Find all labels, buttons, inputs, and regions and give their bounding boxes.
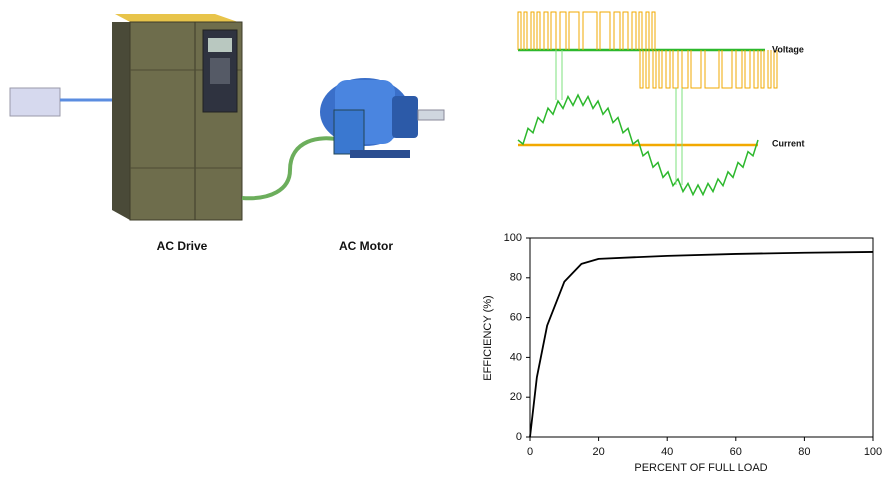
y-tick-label: 20 [510,391,522,403]
current-label: Current [772,138,805,148]
drive-label: AC Drive [157,239,208,253]
x-axis-label: PERCENT OF FULL LOAD [634,462,767,474]
x-tick-label: 40 [661,446,673,458]
power-cable [241,136,341,201]
x-tick-label: 80 [798,446,810,458]
voltage-pulses [517,11,656,50]
y-tick-label: 40 [510,351,522,363]
voltage-label: Voltage [772,44,804,54]
y-tick-label: 60 [510,312,522,324]
x-tick-label: 100 [864,446,882,458]
controller-box [9,87,61,117]
ac-drive-illustration [112,14,243,221]
x-tick-label: 60 [730,446,742,458]
current-wave [517,93,759,197]
x-tick-label: 0 [527,446,533,458]
ac-motor-illustration [320,78,445,158]
motor-label: AC Motor [339,239,393,253]
y-tick-label: 80 [510,272,522,284]
plot-frame [529,237,874,438]
pwm-waveform [517,11,778,197]
y-tick-label: 100 [504,232,522,244]
efficiency-line [529,251,874,438]
y-axis-label: EFFICIENCY (%) [482,295,494,380]
voltage-pulses [639,50,778,89]
x-tick-label: 20 [592,446,604,458]
y-tick-label: 0 [516,431,522,443]
